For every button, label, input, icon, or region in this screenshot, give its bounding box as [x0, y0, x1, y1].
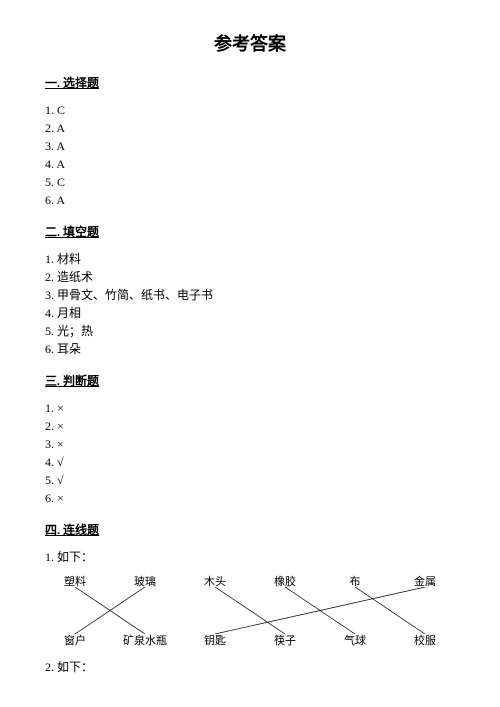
- answer-item: 4. √: [45, 453, 455, 471]
- fill-answers: 1. 材料 2. 造纸术 3. 甲骨文、竹简、纸书、电子书 4. 月相 5. 光…: [45, 250, 455, 358]
- page-title: 参考答案: [45, 30, 455, 56]
- answer-item: 6. A: [45, 191, 455, 209]
- answer-item: 1. C: [45, 101, 455, 119]
- section-header-judge: 三. 判断题: [45, 372, 455, 389]
- matching-bottom-row: 窗户 矿泉水瓶 钥匙 筷子 气球 校服: [45, 632, 455, 648]
- answer-item: 6. ×: [45, 489, 455, 507]
- answer-item: 2. A: [45, 119, 455, 137]
- matching-diagram: 塑料 玻璃 木头 橡胶 布 金属 窗户 矿泉水瓶 钥匙 筷子 气球 校服: [45, 573, 455, 648]
- match-bottom-label: 气球: [325, 632, 385, 648]
- answer-item: 5. √: [45, 471, 455, 489]
- section-header-fill: 二. 填空题: [45, 223, 455, 240]
- choice-answers: 1. C 2. A 3. A 4. A 5. C 6. A: [45, 101, 455, 209]
- judge-answers: 1. × 2. × 3. × 4. √ 5. √ 6. ×: [45, 399, 455, 507]
- answer-item: 2. 造纸术: [45, 268, 455, 286]
- answer-item: 4. A: [45, 155, 455, 173]
- answer-item: 1. ×: [45, 399, 455, 417]
- answer-item: 3. ×: [45, 435, 455, 453]
- answer-item: 6. 耳朵: [45, 340, 455, 358]
- matching-lines-svg: [45, 587, 455, 634]
- answer-item: 1. 材料: [45, 250, 455, 268]
- section-header-choice: 一. 选择题: [45, 74, 455, 91]
- match-bottom-label: 校服: [395, 632, 455, 648]
- answer-item: 2. ×: [45, 417, 455, 435]
- answer-item: 4. 月相: [45, 304, 455, 322]
- answer-item: 3. 甲骨文、竹简、纸书、电子书: [45, 286, 455, 304]
- match-bottom-label: 筷子: [255, 632, 315, 648]
- section-header-match: 四. 连线题: [45, 521, 455, 538]
- match-q2-label: 2. 如下：: [45, 658, 455, 675]
- match-bottom-label: 钥匙: [185, 632, 245, 648]
- match-q1-label: 1. 如下：: [45, 548, 455, 565]
- match-bottom-label: 矿泉水瓶: [115, 632, 175, 648]
- match-bottom-label: 窗户: [45, 632, 105, 648]
- answer-item: 5. 光；热: [45, 322, 455, 340]
- answer-item: 3. A: [45, 137, 455, 155]
- answer-item: 5. C: [45, 173, 455, 191]
